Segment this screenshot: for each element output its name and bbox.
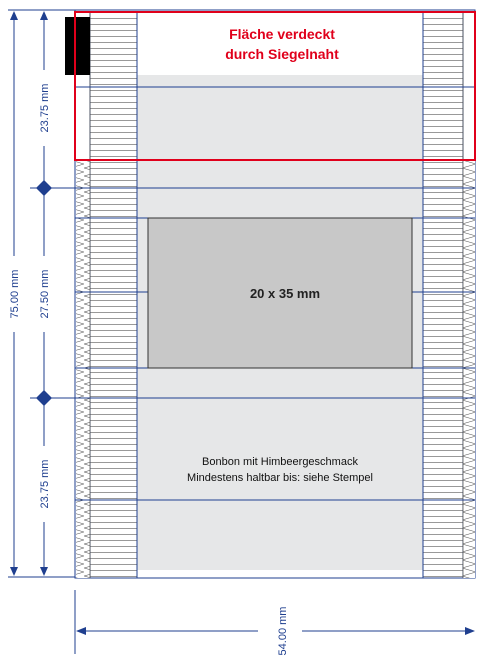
dimension-top-segment: 23.75 mm — [39, 84, 51, 133]
dimension-total-width: 54.00 mm — [277, 607, 289, 656]
top-white-area — [137, 12, 423, 75]
vertical-dimension-arrows — [10, 11, 48, 576]
dimension-bottom-segment: 23.75 mm — [39, 460, 51, 509]
dimension-marker-upper — [36, 180, 52, 196]
seal-zone-outline — [74, 11, 476, 161]
dimension-middle-segment: 27.50 mm — [39, 270, 51, 319]
label-area-size: 20 x 35 mm — [250, 286, 320, 301]
black-tab — [65, 17, 90, 75]
dimension-total-height: 75.00 mm — [9, 270, 21, 319]
seal-warning-line1: Fläche verdeckt — [229, 26, 335, 42]
left-zigzag-edge — [76, 160, 90, 578]
product-name: Bonbon mit Himbeergeschmack — [202, 456, 358, 468]
label-area-box — [147, 217, 413, 369]
right-zigzag-edge — [463, 160, 475, 578]
left-fold-strip — [89, 11, 138, 579]
width-dimension-guides — [74, 590, 474, 654]
best-before-note: Mindestens haltbar bis: siehe Stempel — [187, 472, 373, 484]
width-arrow-right — [465, 627, 475, 635]
seal-warning-line2: durch Siegelnaht — [225, 46, 339, 62]
width-arrow-left — [76, 627, 86, 635]
dimension-marker-lower — [36, 390, 52, 406]
right-fold-strip — [422, 11, 464, 579]
